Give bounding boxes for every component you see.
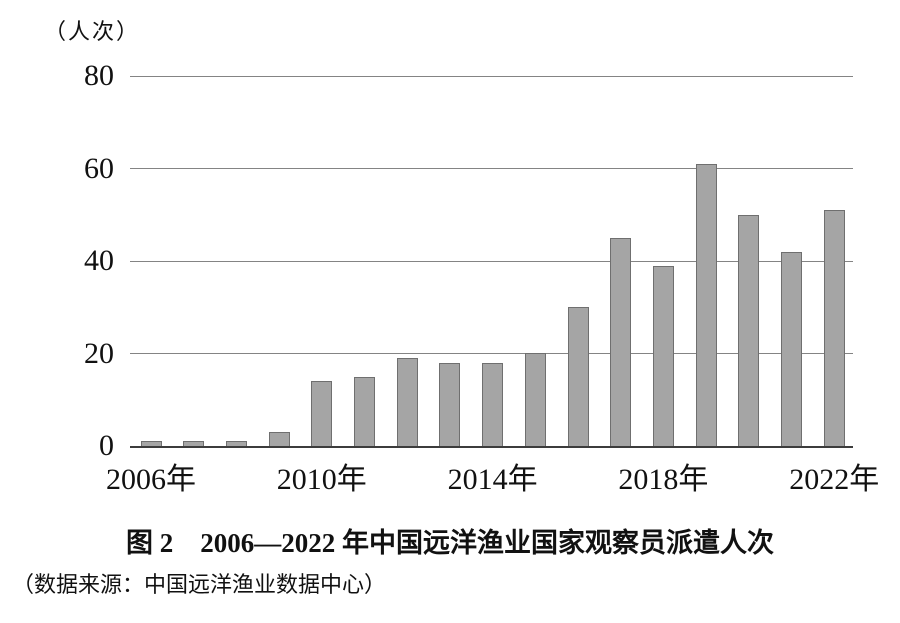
data-source-note: （数据来源：中国远洋渔业数据中心） — [12, 572, 387, 597]
gridline-80 — [130, 75, 853, 77]
bar-2007 — [183, 441, 205, 446]
y-tick-label-20: 20 — [84, 336, 114, 370]
bar-2022 — [823, 210, 845, 446]
bar-2009 — [268, 432, 290, 446]
gridline-20 — [130, 353, 853, 354]
chart-caption: 图 2 2006—2022 年中国远洋渔业国家观察员派遣人次 — [126, 528, 774, 558]
x-axis-line — [130, 446, 853, 448]
bar-2010 — [311, 381, 333, 446]
bar-2006 — [140, 441, 162, 446]
y-tick-label-80: 80 — [84, 59, 114, 92]
x-tick-label-2006: 2006年 — [106, 463, 196, 496]
x-tick-label-2010: 2010年 — [276, 463, 367, 496]
bar-2018 — [652, 266, 674, 446]
bar-2017 — [610, 238, 632, 446]
y-tick-label-40: 40 — [84, 244, 114, 277]
x-tick-label-2018: 2018年 — [618, 463, 709, 496]
bar-2021 — [781, 252, 802, 446]
bar-2013 — [439, 363, 461, 446]
gridline-40 — [130, 260, 853, 262]
bar-2016 — [567, 307, 589, 446]
bar-2012 — [396, 358, 418, 446]
bar-2014 — [482, 363, 504, 446]
plot-area: 0 20 40 60 80 2006年 2010年 2014年 2018年 2022年 — [84, 59, 879, 496]
bar-2015 — [524, 353, 546, 446]
y-axis-unit-label: （人次） — [44, 19, 141, 44]
gridline-60 — [130, 168, 853, 169]
y-tick-label-60: 60 — [84, 151, 114, 185]
x-tick-label-2014: 2014年 — [447, 463, 538, 496]
bar-2011 — [354, 377, 375, 446]
x-tick-label-2022: 2022年 — [789, 463, 880, 496]
bar-2008 — [225, 441, 247, 446]
bar-2019 — [695, 164, 717, 446]
y-tick-label-0: 0 — [99, 429, 114, 462]
bar-2020 — [738, 215, 760, 446]
